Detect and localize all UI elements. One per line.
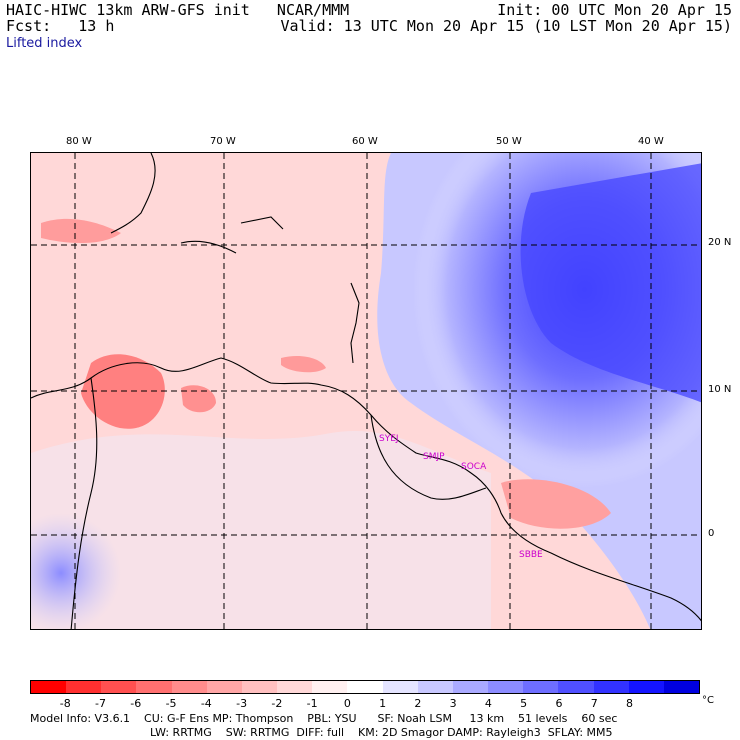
- lon-label-80w: 80 W: [66, 136, 92, 147]
- colorbar-tick-label: 0: [343, 697, 351, 710]
- colorbar-tick-label: -5: [165, 697, 177, 710]
- colorbar-swatch: [628, 681, 664, 693]
- model-info-line2: LW: RRTMG SW: RRTMG DIFF: full KM: 2D Sm…: [150, 726, 613, 739]
- colorbar-swatch: [206, 681, 242, 693]
- colorbar-tick-label: 8: [625, 697, 633, 710]
- colorbar-tick-label: 6: [555, 697, 563, 710]
- colorbar-swatch: [347, 681, 383, 693]
- colorbar-tick-label: -3: [236, 697, 248, 710]
- lat-label-10n: 10 N: [708, 384, 732, 395]
- header-forecast-hour: Fcst: 13 h: [6, 17, 115, 35]
- lon-label-50w: 50 W: [496, 136, 522, 147]
- station-label: SMJP: [423, 452, 445, 462]
- unstable-area-colombia: [81, 354, 165, 429]
- lon-label-60w: 60 W: [352, 136, 378, 147]
- header-init-time: Init: 00 UTC Mon 20 Apr 15: [497, 1, 732, 19]
- colorbar-tick-label: -8: [59, 697, 71, 710]
- colorbar-tick-label: -4: [200, 697, 212, 710]
- colorbar-tick-label: 2: [414, 697, 422, 710]
- colorbar-swatch: [312, 681, 348, 693]
- colorbar-swatch: [101, 681, 137, 693]
- colorbar: [30, 680, 700, 694]
- model-info-line1: Model Info: V3.6.1 CU: G-F Ens MP: Thomp…: [30, 712, 618, 725]
- colorbar-tick-label: -1: [306, 697, 318, 710]
- lat-label-20n: 20 N: [708, 237, 732, 248]
- station-label: SOCA: [461, 462, 487, 472]
- colorbar-swatch: [558, 681, 594, 693]
- header-title: HAIC-HIWC 13km ARW-GFS init NCAR/MMM: [6, 1, 350, 19]
- colorbar-swatch: [488, 681, 524, 693]
- colorbar-swatch: [382, 681, 418, 693]
- colorbar-swatch: [452, 681, 489, 693]
- colorbar-tick-label: -6: [130, 697, 142, 710]
- field-name: Lifted index: [6, 36, 83, 51]
- colorbar-tick-label: 1: [379, 697, 387, 710]
- station-label: SBBE: [519, 550, 543, 560]
- colorbar-swatch: [136, 681, 172, 693]
- colorbar-swatch: [593, 681, 629, 693]
- colorbar-swatch: [31, 681, 67, 693]
- colorbar-swatch: [523, 681, 559, 693]
- colorbar-tick-label: 3: [449, 697, 457, 710]
- colorbar-swatch: [241, 681, 278, 693]
- colorbar-tick-label: 5: [520, 697, 528, 710]
- station-label: SYEJ: [379, 434, 399, 444]
- colorbar-swatch: [277, 681, 313, 693]
- lon-label-70w: 70 W: [210, 136, 236, 147]
- colorbar-tick-label: -2: [271, 697, 283, 710]
- colorbar-swatch: [417, 681, 453, 693]
- colorbar-tick-label: 7: [590, 697, 598, 710]
- colorbar-unit: °C: [702, 695, 714, 706]
- colorbar-swatch: [663, 681, 699, 693]
- colorbar-swatch: [66, 681, 102, 693]
- header-valid-time: Valid: 13 UTC Mon 20 Apr 15 (10 LST Mon …: [280, 17, 732, 35]
- coastlines: [31, 153, 701, 629]
- lifted-index-map: SYEJ SMJP SOCA SBBE: [30, 152, 702, 630]
- lat-label-0: 0: [708, 528, 715, 539]
- lon-label-40w: 40 W: [638, 136, 664, 147]
- colorbar-ticks: -8 -7 -6 -5 -4 -3 -2 -1 0 1 2 3 4 5 6 7 8: [30, 697, 700, 710]
- colorbar-tick-label: -7: [95, 697, 106, 710]
- map-svg: SYEJ SMJP SOCA SBBE: [31, 153, 701, 629]
- lat-lon-grid: [31, 153, 701, 629]
- colorbar-tick-label: 4: [484, 697, 492, 710]
- colorbar-swatch: [171, 681, 207, 693]
